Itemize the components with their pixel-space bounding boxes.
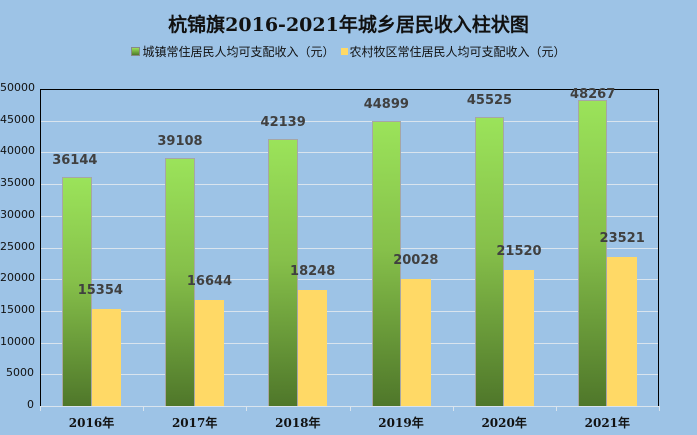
legend-swatch-yellow-icon — [340, 48, 348, 55]
x-tick-mark — [143, 406, 145, 411]
y-tick-label: 35000 — [0, 176, 35, 190]
bar-rural — [194, 300, 225, 406]
x-tick-label: 2018年 — [275, 416, 321, 430]
legend-label-urban: 城镇常住居民人均可支配收入（元） — [142, 45, 335, 59]
x-tick-label: 2021年 — [584, 416, 631, 430]
y-tick-label: 45000 — [0, 112, 35, 126]
x-tick-label: 2017年 — [171, 416, 218, 430]
x-tick-mark — [659, 406, 660, 411]
gridline — [40, 152, 659, 154]
value-label-rural: 21520 — [496, 243, 542, 259]
gridline — [40, 310, 659, 312]
value-label-rural: 16644 — [186, 274, 233, 290]
y-tick-label: 25000 — [0, 239, 35, 253]
bar-rural — [504, 269, 534, 406]
x-tick-label: 2019年 — [378, 416, 424, 430]
y-tick-label: 30000 — [0, 207, 35, 221]
plot-area — [40, 89, 659, 406]
x-tick-mark — [246, 406, 248, 411]
value-label-urban: 45525 — [466, 93, 513, 109]
bar-urban — [474, 117, 505, 406]
value-label-urban: 44899 — [363, 97, 409, 113]
bar-rural — [91, 308, 122, 406]
legend: 城镇常住居民人均可支配收入（元） 农村牧区常住居民人均可支配收入（元） — [0, 43, 697, 60]
x-tick-mark — [349, 406, 351, 411]
gridline — [40, 374, 659, 376]
value-label-rural: 15354 — [77, 282, 123, 298]
value-label-urban: 42139 — [260, 114, 306, 130]
x-tick-mark — [555, 406, 557, 411]
gridline — [40, 184, 659, 186]
y-tick-label: 15000 — [0, 302, 35, 316]
gridline — [40, 279, 659, 281]
value-label-urban: 48267 — [570, 86, 616, 102]
bar-rural — [297, 290, 328, 406]
chart-title: 杭锦旗2016-2021年城乡居民收入柱状图 — [168, 14, 529, 36]
bar-urban — [62, 176, 92, 406]
y-tick-label: 50000 — [0, 81, 35, 94]
value-label-rural: 20028 — [393, 253, 439, 269]
bar-urban — [268, 138, 298, 406]
value-label-rural: 18248 — [290, 264, 336, 280]
value-label-urban: 36144 — [52, 152, 98, 168]
y-tick-label: 20000 — [0, 271, 35, 285]
value-label-urban: 39108 — [157, 134, 203, 150]
gridline — [40, 120, 659, 122]
y-tick-label: 10000 — [0, 334, 35, 348]
bar-urban — [165, 158, 195, 406]
legend-swatch-green-icon — [131, 47, 141, 56]
gridline — [40, 247, 659, 249]
y-tick-label: 0 — [27, 398, 34, 411]
gridline — [40, 215, 659, 217]
bar-rural — [607, 256, 637, 406]
bar-urban — [371, 121, 402, 406]
gridline — [40, 342, 659, 344]
y-tick-label: 5000 — [6, 366, 34, 380]
legend-label-rural: 农村牧区常住居民人均可支配收入（元） — [349, 45, 566, 59]
x-tick-label: 2020年 — [481, 416, 527, 430]
x-tick-label: 2016年 — [68, 416, 115, 430]
legend-item-urban: 城镇常住居民人均可支配收入（元） — [131, 43, 335, 60]
y-tick-label: 40000 — [0, 144, 35, 158]
bar-urban — [577, 99, 608, 406]
x-tick-mark — [40, 406, 41, 411]
x-tick-mark — [452, 406, 454, 411]
bar-rural — [401, 279, 431, 406]
value-label-rural: 23521 — [599, 230, 645, 246]
legend-item-rural: 农村牧区常住居民人均可支配收入（元） — [340, 43, 566, 60]
